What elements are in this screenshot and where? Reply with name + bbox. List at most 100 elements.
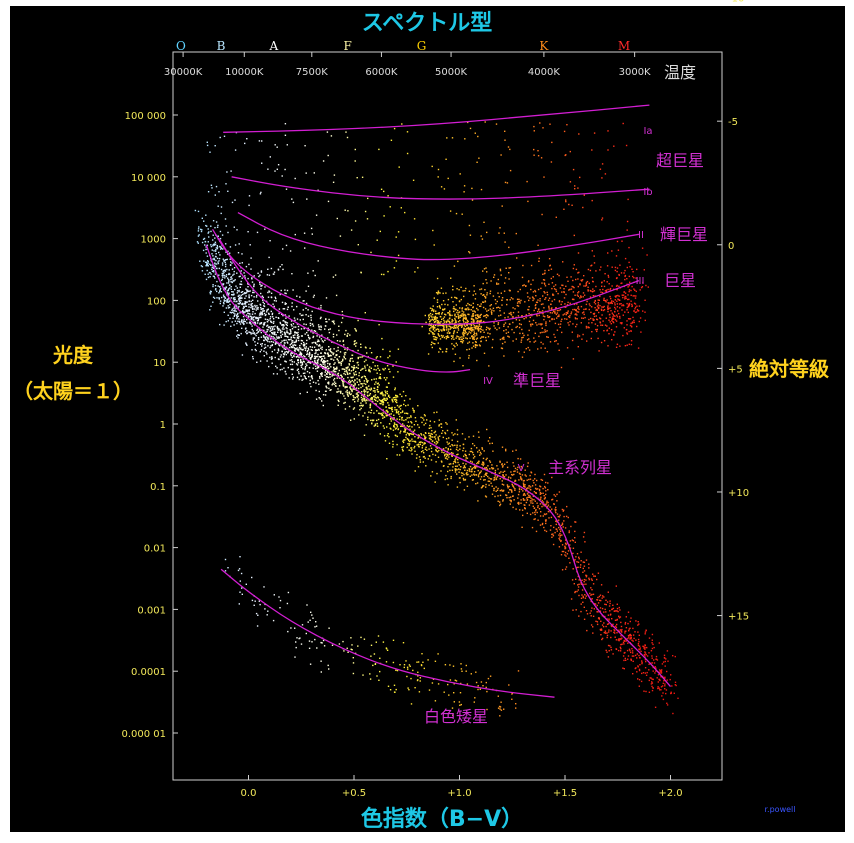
star-point — [275, 300, 277, 302]
chart-panel — [10, 6, 845, 832]
star-point — [360, 346, 362, 348]
star-point — [481, 486, 483, 488]
star-point — [454, 433, 456, 435]
star-point — [338, 325, 340, 327]
star-point — [445, 350, 448, 353]
star-point — [610, 329, 613, 331]
star-point — [489, 333, 491, 335]
star-point — [505, 494, 508, 497]
star-point — [265, 339, 267, 341]
star-point — [628, 330, 630, 333]
star-point — [393, 414, 395, 416]
star-point — [336, 366, 338, 368]
star-point — [396, 401, 398, 404]
star-point — [253, 337, 255, 339]
star-point — [236, 322, 238, 325]
star-point — [497, 487, 499, 490]
star-point — [403, 403, 405, 406]
star-point — [267, 268, 269, 270]
star-point — [427, 659, 429, 661]
star-point — [611, 300, 613, 302]
star-point — [447, 466, 449, 468]
star-point — [608, 303, 610, 305]
star-point — [444, 454, 446, 456]
star-point — [291, 328, 294, 330]
star-point — [401, 395, 403, 398]
star-point — [209, 276, 211, 278]
star-point — [294, 337, 296, 339]
star-point — [373, 412, 375, 414]
star-point — [454, 309, 457, 311]
star-point — [256, 316, 258, 319]
star-point — [572, 291, 575, 293]
star-point — [255, 296, 258, 298]
star-point — [433, 327, 435, 329]
star-point — [299, 313, 301, 315]
star-point — [496, 328, 498, 331]
star-point — [315, 368, 317, 370]
star-point — [249, 331, 251, 334]
star-point — [472, 294, 474, 296]
star-point — [365, 402, 367, 404]
star-point — [448, 325, 450, 327]
star-point — [353, 365, 355, 367]
star-point — [283, 354, 285, 356]
star-point — [516, 304, 519, 307]
star-point — [279, 345, 281, 347]
star-point — [478, 436, 480, 438]
star-point — [346, 334, 348, 337]
star-point — [279, 322, 282, 325]
star-point — [542, 501, 545, 503]
star-point — [310, 349, 312, 351]
star-point — [427, 353, 430, 355]
star-point — [483, 294, 485, 296]
star-point — [542, 313, 544, 315]
star-point — [382, 401, 384, 403]
star-point — [302, 358, 304, 360]
star-point — [335, 385, 337, 387]
star-point — [436, 277, 439, 280]
star-point — [582, 333, 584, 336]
star-point — [342, 359, 344, 362]
star-point — [588, 326, 590, 329]
star-point — [411, 449, 413, 451]
star-point — [630, 617, 632, 619]
star-point — [546, 330, 548, 332]
star-point — [479, 320, 481, 323]
star-point — [565, 515, 568, 518]
star-point — [347, 376, 349, 379]
star-point — [292, 289, 294, 291]
star-point — [253, 283, 255, 285]
star-point — [508, 496, 510, 499]
star-point — [596, 330, 598, 333]
star-point — [485, 279, 487, 281]
star-point — [633, 288, 635, 290]
star-point — [284, 360, 287, 363]
star-point — [492, 450, 494, 452]
star-point — [254, 333, 256, 335]
star-point — [297, 325, 300, 328]
star-point — [297, 334, 299, 336]
star-point — [230, 261, 232, 263]
star-point — [307, 309, 309, 311]
star-point — [211, 187, 213, 189]
star-point — [443, 316, 446, 318]
star-point — [570, 311, 573, 313]
star-point — [602, 320, 604, 322]
star-point — [300, 328, 303, 330]
star-point — [223, 260, 225, 262]
star-point — [583, 308, 585, 311]
star-point — [515, 338, 517, 340]
star-point — [446, 441, 448, 443]
star-point — [614, 315, 616, 317]
star-point — [291, 352, 294, 354]
star-point — [666, 670, 668, 673]
star-point — [457, 449, 459, 452]
star-point — [393, 417, 395, 419]
star-point — [613, 315, 615, 317]
star-point — [644, 631, 647, 633]
star-point — [443, 465, 445, 467]
star-point — [519, 473, 521, 475]
star-point — [463, 335, 465, 337]
star-point — [560, 539, 562, 542]
